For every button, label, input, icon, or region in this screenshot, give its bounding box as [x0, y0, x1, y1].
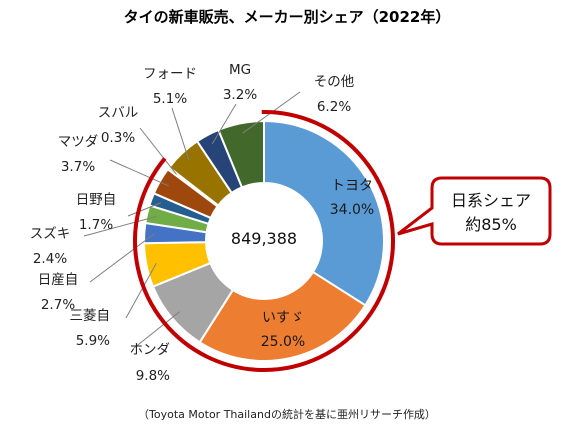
- slice-labels: トヨタ 34.0% いすゞ 25.0% ホンダ 9.8% 三菱自 5.9% 日産自 2.7% スズキ…: [30, 62, 374, 384]
- leader-line-10: [171, 107, 190, 161]
- callout-box: [397, 176, 552, 246]
- slice-value-3: 9.8%: [136, 368, 170, 384]
- total-label: 849,388: [231, 229, 297, 248]
- leader-lines: [83, 91, 301, 349]
- slice-name-8: マツダ: [58, 134, 99, 150]
- source-note: （Toyota Motor Thailandの統計を基に亜州リサーチ作成）: [138, 407, 436, 421]
- slice-value-7: 1.7%: [79, 217, 113, 233]
- japanese-share-arc: [133, 110, 395, 372]
- chart-title: タイの新車販売、メーカー別シェア（2022年）: [124, 8, 451, 26]
- leader-line-8: [109, 159, 169, 187]
- slice-value-2: 25.0%: [261, 334, 305, 350]
- leader-line-11: [211, 103, 237, 145]
- slice-value-10: 5.1%: [153, 91, 187, 107]
- leader-line-6: [83, 215, 157, 237]
- slice-value-4: 5.9%: [76, 333, 110, 349]
- slice-value-5: 2.7%: [41, 297, 75, 313]
- slice-name-4: 三菱自: [70, 308, 111, 324]
- slice-12: [217, 119, 265, 189]
- slice-name-3: ホンダ: [130, 342, 171, 358]
- slice-name-9: スバル: [98, 105, 139, 121]
- slice-name-7: 日野自: [76, 192, 117, 208]
- slice-name-5: 日産自: [38, 272, 79, 288]
- callout-line-2: 約85%: [465, 215, 517, 234]
- callout-line-1: 日系シェア: [451, 191, 531, 210]
- donut-slices: [143, 119, 385, 362]
- leader-line-3: [133, 311, 180, 349]
- slice-name-2: いすゞ: [262, 310, 304, 326]
- slice-name-6: スズキ: [30, 226, 71, 242]
- slice-value-12: 6.2%: [317, 99, 351, 115]
- slice-name-10: フォード: [143, 66, 197, 82]
- slice-2: [198, 270, 367, 362]
- slice-value-9: 0.3%: [101, 130, 135, 146]
- slice-value-1: 34.0%: [330, 202, 374, 218]
- slice-name-12: その他: [314, 74, 355, 90]
- leader-line-5: [89, 233, 155, 283]
- slice-1: [263, 119, 385, 307]
- slice-value-8: 3.7%: [61, 159, 95, 175]
- slice-name-11: MG: [229, 62, 251, 78]
- slice-value-6: 2.4%: [33, 251, 67, 267]
- leader-line-9: [139, 127, 177, 175]
- slice-name-1: トヨタ: [331, 178, 373, 194]
- leader-line-4: [125, 263, 157, 319]
- leader-line-7: [127, 202, 162, 217]
- slice-value-11: 3.2%: [223, 87, 257, 103]
